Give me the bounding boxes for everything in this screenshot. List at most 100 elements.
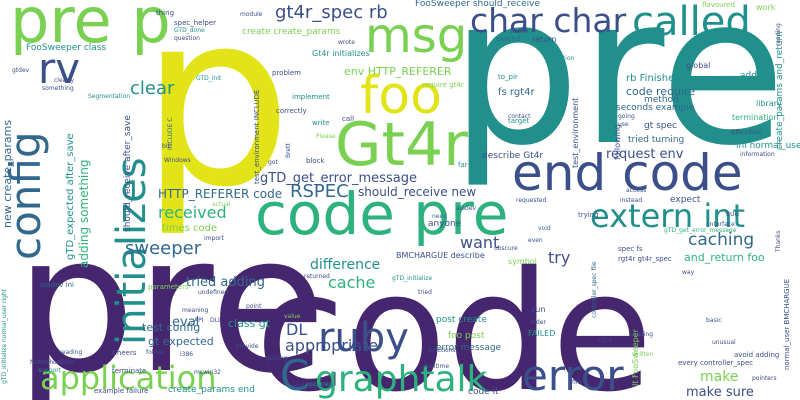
word: run <box>532 305 546 314</box>
word: cache <box>328 273 376 292</box>
word: tried adding <box>186 275 266 290</box>
word: gTD_initialize <box>392 275 433 282</box>
word: following <box>613 124 622 160</box>
word: undefined <box>198 289 229 296</box>
word: module <box>240 11 263 18</box>
word: provide <box>236 343 259 350</box>
word: test config <box>142 321 201 334</box>
word: gtdev <box>12 67 30 74</box>
word: far <box>458 161 468 169</box>
word: global <box>686 61 711 70</box>
word: FAILED <box>528 329 556 338</box>
word: char char <box>470 1 627 40</box>
word: heading <box>58 349 83 356</box>
word: clear <box>130 78 175 99</box>
word: Brett <box>285 143 292 158</box>
word: meaning <box>182 307 209 314</box>
word: call <box>342 115 355 123</box>
word: sweeper <box>125 238 202 259</box>
word: need <box>432 213 447 220</box>
word: add <box>740 71 757 81</box>
word: adding something <box>77 159 91 269</box>
word: DLL <box>210 317 222 324</box>
word: Please <box>316 133 336 140</box>
word: class gt <box>228 317 271 330</box>
word: reading <box>775 23 782 46</box>
word: spec fs <box>618 245 643 253</box>
word: question <box>174 35 200 42</box>
word: going <box>618 113 635 120</box>
word: extern int <box>590 197 746 235</box>
word: FooSweeper should_receive <box>415 0 541 9</box>
word: Runtime <box>424 363 450 370</box>
word: GTD_init <box>196 75 222 82</box>
word: env HTTP_REFERER <box>344 65 452 78</box>
word: order <box>530 319 546 326</box>
word: difference <box>310 257 381 273</box>
word: Gt4r <box>335 110 468 180</box>
word: aiadev ini <box>40 281 74 289</box>
word: post create <box>436 315 487 325</box>
word: work <box>756 3 776 12</box>
word: msg <box>365 8 468 64</box>
word: access <box>626 187 647 194</box>
word: parameters <box>148 283 189 291</box>
word: obscure <box>494 245 518 252</box>
word: direction <box>548 55 575 62</box>
word: termination <box>732 113 779 122</box>
word: terminate <box>112 367 147 375</box>
word: code require <box>626 85 696 98</box>
word: difficulties <box>730 129 761 136</box>
word: way <box>682 269 695 276</box>
word: FooSweeper class <box>26 43 107 53</box>
word: implement <box>292 93 330 101</box>
word: foo post <box>448 331 485 341</box>
word: extend <box>496 35 521 43</box>
word: import <box>204 235 224 242</box>
word: gTD_get_error_message <box>664 227 737 234</box>
word: try <box>548 248 571 267</box>
word: clearly <box>54 77 75 84</box>
word: request env <box>606 147 684 162</box>
word: NoMethodError <box>30 359 76 366</box>
word: write <box>312 119 330 127</box>
word: C <box>280 351 310 400</box>
word: thing <box>156 9 175 17</box>
word: rgt4r gt4r_spec <box>618 255 672 263</box>
word: problem <box>272 69 301 77</box>
word: written <box>632 351 654 358</box>
word: unusual <box>712 339 736 346</box>
word: require gt4r <box>422 81 464 89</box>
word: API <box>194 317 204 324</box>
word: value <box>284 313 301 320</box>
word: normal_user BMCHARGUE <box>783 278 791 370</box>
word: create create_params <box>242 27 341 37</box>
word: information <box>740 151 775 158</box>
word: actual <box>212 201 231 208</box>
word: ruby <box>318 315 409 361</box>
word: new create_params <box>1 119 14 228</box>
word: RSPEC <box>290 181 349 202</box>
word: BUG <box>726 211 740 218</box>
word: file <box>572 379 582 386</box>
word: foo <box>360 66 442 126</box>
word: received <box>158 203 227 222</box>
word: pre <box>15 194 327 400</box>
word: anyone <box>428 219 462 229</box>
word: create_params end <box>168 385 255 395</box>
word: return <box>532 35 557 44</box>
word: contact <box>508 113 531 120</box>
word: evaluating nil <box>292 383 333 390</box>
word: test_environment <box>571 97 580 168</box>
word: missing <box>630 331 654 338</box>
word: error message <box>436 343 502 353</box>
word: trying <box>578 211 599 219</box>
word: method <box>644 95 679 105</box>
word: aiadev <box>456 205 477 212</box>
word: spec_helper <box>174 19 217 27</box>
word: HTTP_REFERER code <box>158 187 283 201</box>
word: gTD_expected after_save <box>65 133 76 260</box>
word: Segmentation <box>88 93 131 100</box>
word: pointers <box>752 375 777 382</box>
